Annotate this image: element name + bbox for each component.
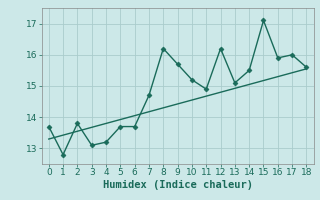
- X-axis label: Humidex (Indice chaleur): Humidex (Indice chaleur): [103, 180, 252, 190]
